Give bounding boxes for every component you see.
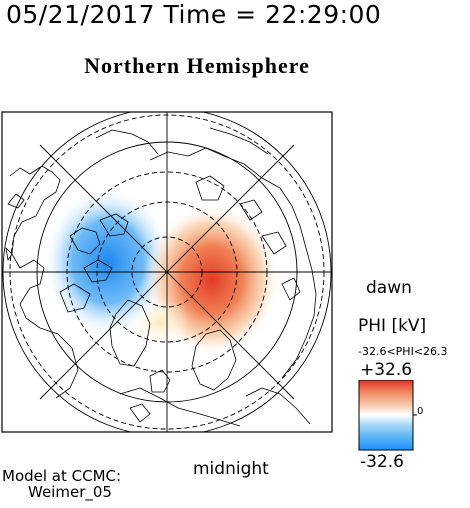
negative-potential-cell — [43, 187, 173, 337]
colorbar-variable-label: PHI [kV] — [358, 316, 427, 336]
colorbar-range-label: -32.6<PHI<26.3 — [358, 345, 448, 358]
midnight-label: midnight — [193, 459, 269, 479]
model-credit-line1: Model at CCMC: — [2, 467, 122, 485]
colorbar-max-label: +32.6 — [360, 360, 413, 380]
colorbar-zero-label: 0 — [417, 406, 424, 417]
coastline-outline — [5, 127, 317, 427]
colorbar-min-label: -32.6 — [360, 452, 404, 472]
polar-map — [1, 111, 333, 433]
plot-title: Northern Hemisphere — [84, 53, 310, 78]
colorbar-gradient — [358, 380, 414, 451]
model-credit: Model at CCMC: Weimer_05 — [2, 468, 121, 500]
model-credit-line2: Weimer_05 — [28, 483, 112, 501]
meridian-line — [39, 144, 295, 400]
dawn-label: dawn — [366, 278, 412, 298]
timestamp-label: 05/21/2017 Time = 22:29:00 — [6, 0, 382, 29]
colorbar — [358, 380, 417, 451]
